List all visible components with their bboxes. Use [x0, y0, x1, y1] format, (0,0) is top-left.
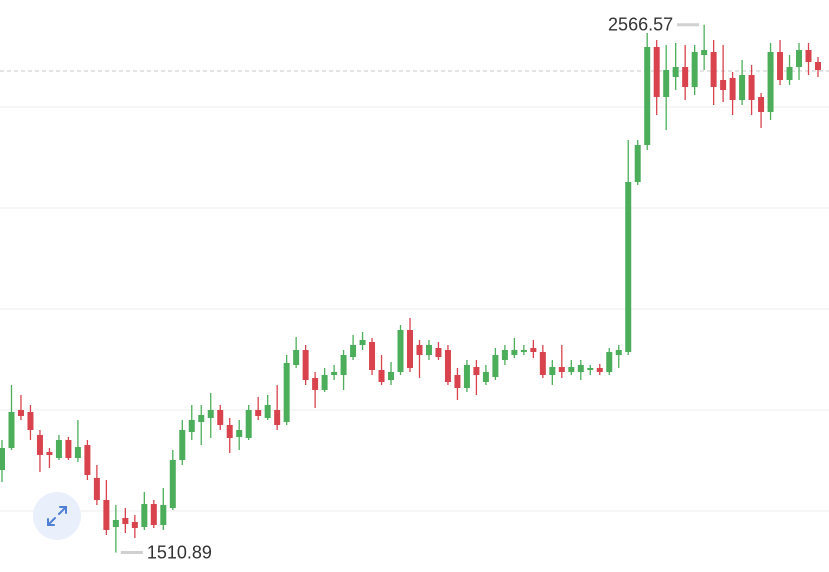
candle-body	[549, 367, 556, 375]
candle-body	[188, 420, 195, 432]
candle-body	[226, 425, 233, 438]
candle-body	[720, 80, 727, 90]
candle-body	[425, 345, 432, 355]
peak-label: 2566.57	[608, 14, 673, 34]
candle-body	[710, 52, 717, 87]
candle-body	[274, 410, 281, 425]
candle-body	[150, 504, 157, 525]
candle-body	[283, 363, 290, 422]
candle-body	[407, 330, 413, 368]
candle-body	[359, 340, 366, 345]
candle-body	[74, 447, 81, 458]
candle-body	[416, 345, 423, 355]
candle-body	[122, 518, 129, 524]
candle-body	[701, 50, 708, 55]
candle-body	[644, 47, 651, 145]
grid	[0, 70, 829, 512]
candle-body	[691, 52, 698, 87]
candle-body	[587, 368, 594, 370]
candle-body	[435, 348, 442, 357]
candle-body	[207, 410, 214, 418]
candle-body	[46, 452, 53, 455]
candle-body	[378, 370, 385, 382]
candle-body	[511, 350, 518, 355]
candle-body	[482, 372, 489, 382]
candle-body	[236, 430, 243, 437]
expand-icon	[47, 506, 67, 526]
candle-body	[444, 350, 451, 382]
candle-body	[388, 372, 395, 380]
candle-body	[520, 350, 527, 352]
candle-body	[568, 367, 575, 372]
candle-body	[245, 410, 252, 438]
candle-body	[369, 342, 376, 370]
candle-body	[729, 78, 736, 100]
candle-body	[340, 355, 347, 375]
candle-body	[255, 410, 262, 416]
candle-body	[160, 505, 167, 525]
candle-body	[55, 440, 62, 458]
candle-body	[131, 522, 138, 528]
expand-button[interactable]	[33, 492, 81, 540]
candle-body	[606, 352, 613, 372]
expand-button-bg[interactable]	[33, 492, 81, 540]
candle-body	[530, 348, 537, 352]
peak-label: 1510.89	[147, 542, 212, 562]
candle-body	[8, 412, 15, 448]
candle-body	[454, 375, 461, 388]
candle-body	[596, 368, 603, 372]
candle-body	[767, 52, 774, 112]
candle-body	[748, 75, 755, 100]
candle-body	[84, 445, 91, 475]
candle-body	[169, 460, 176, 508]
candle-body	[331, 372, 338, 375]
candle-body	[539, 352, 546, 375]
candle-body	[93, 478, 100, 500]
candle-body	[350, 345, 357, 357]
candle-body	[615, 350, 622, 355]
candle-body	[198, 415, 205, 422]
candle-body	[634, 145, 641, 182]
candle-body	[786, 67, 793, 80]
candle-body	[112, 520, 119, 527]
candle-body	[65, 440, 72, 458]
candle-body	[397, 330, 404, 372]
candle-body	[625, 182, 632, 352]
candle-body	[27, 412, 34, 430]
candle-body	[663, 70, 670, 97]
candle-body	[293, 350, 300, 365]
candle-body	[796, 50, 803, 67]
candle-body	[103, 500, 110, 530]
candle-body	[36, 435, 43, 455]
candle-body	[653, 47, 660, 97]
candle-body	[777, 52, 784, 80]
candle-body	[312, 378, 319, 390]
peak-labels: 2566.57 1510.89	[120, 14, 700, 562]
candle-body	[321, 375, 328, 390]
candle-body	[577, 365, 584, 372]
candle-body	[141, 504, 148, 527]
candles	[0, 24, 821, 553]
candle-body	[302, 350, 309, 380]
candle-body	[815, 62, 821, 70]
candle-body	[179, 430, 186, 460]
candle-body	[492, 355, 499, 377]
candle-body	[217, 410, 224, 425]
candle-body	[558, 367, 565, 372]
candle-body	[805, 50, 812, 62]
candle-body	[473, 367, 480, 375]
candle-body	[264, 405, 271, 418]
candle-body	[758, 97, 765, 112]
candle-body	[463, 365, 470, 388]
candle-body	[501, 350, 508, 360]
candle-body	[0, 448, 5, 470]
candle-body	[672, 67, 679, 77]
candle-body	[739, 75, 746, 100]
candle-body	[682, 67, 689, 87]
candle-body	[17, 410, 24, 416]
